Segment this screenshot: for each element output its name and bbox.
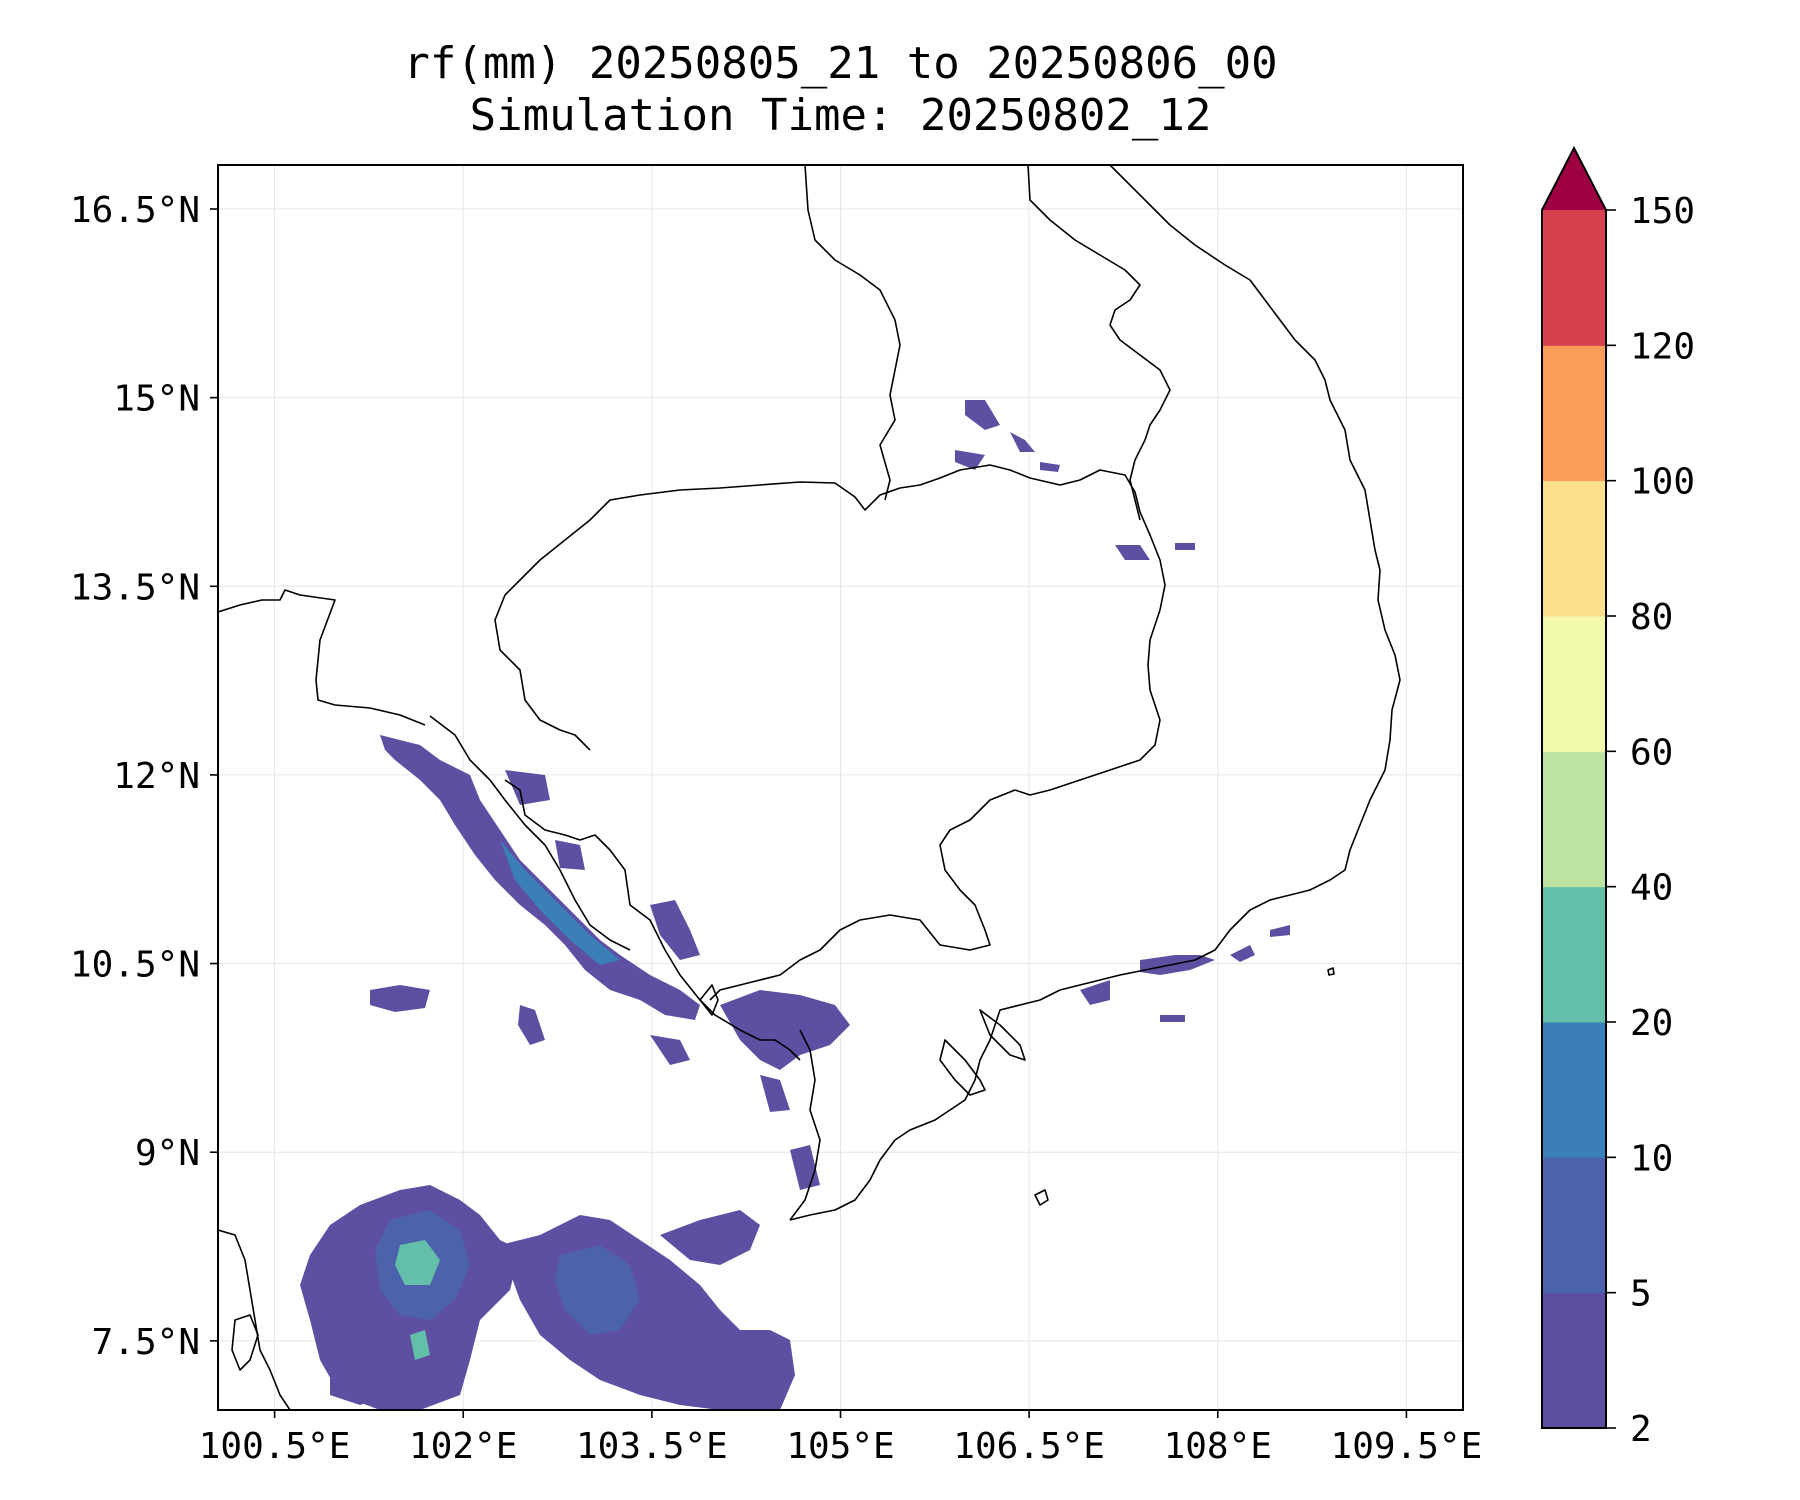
title-line-2: Simulation Time: 20250802_12 bbox=[469, 90, 1212, 141]
island-phu-quoc bbox=[699, 984, 719, 1016]
rain-area-mekong-coast-2 bbox=[650, 1035, 690, 1065]
tick-label-lat-3: 12°N bbox=[113, 756, 200, 797]
rain-area-southeast-coast-4 bbox=[1080, 980, 1110, 1005]
title-line-1: rf(mm) 20250805_21 to 20250806_00 bbox=[403, 38, 1278, 89]
rain-area-mekong-coast bbox=[720, 990, 850, 1070]
rain-area-southeast-coast bbox=[1140, 955, 1215, 975]
rain-area-central-highlands bbox=[1115, 545, 1150, 560]
rain-area-south-peak-2 bbox=[410, 1330, 430, 1360]
tick-label-lon-2: 103.5°E bbox=[576, 1426, 728, 1467]
rain-area-south-edge-1 bbox=[305, 1285, 345, 1320]
map-title: rf(mm) 20250805_21 to 20250806_00 Simula… bbox=[218, 38, 1463, 142]
coast-vietnam-east bbox=[1059, 165, 1401, 991]
island-small-east bbox=[1327, 967, 1335, 976]
colorbar-segment-2 bbox=[1542, 1022, 1606, 1158]
rain-area-coast-small-2 bbox=[555, 840, 585, 870]
colorbar-segment-4 bbox=[1542, 751, 1606, 888]
rain-area-north-3 bbox=[955, 450, 985, 470]
border-cambodia-north bbox=[504, 464, 1166, 796]
rain-area-southeast-coast-5 bbox=[1160, 1015, 1185, 1022]
coast-mekong-inner bbox=[939, 1039, 986, 1096]
latitude-ticks: 7.5°N 9°N 10.5°N 12°N 13.5°N 15°N 16.5°N bbox=[70, 190, 218, 1363]
colorbar-label-2: 10 bbox=[1630, 1138, 1673, 1179]
colorbar-outline bbox=[1541, 145, 1607, 1429]
coast-mekong-inner-2 bbox=[979, 1009, 1026, 1061]
colorbar-label-7: 100 bbox=[1630, 462, 1695, 503]
rainfall-areas bbox=[300, 400, 1290, 1410]
border-cambodia-vietnam-south bbox=[709, 789, 1016, 1001]
tick-label-lat-6: 16.5°N bbox=[70, 190, 200, 231]
border-cambodia-west bbox=[494, 594, 591, 751]
tick-label-lon-5: 108°E bbox=[1164, 1426, 1272, 1467]
border-laos-vietnam bbox=[804, 165, 901, 501]
rain-area-north-1 bbox=[965, 400, 1000, 430]
rain-area-central-highlands-2 bbox=[1175, 543, 1195, 550]
rain-area-south-core-2 bbox=[555, 1245, 640, 1335]
colorbar: 2 5 10 20 40 60 80 100 120 150 bbox=[1541, 145, 1695, 1450]
colorbar-label-3: 20 bbox=[1630, 1003, 1673, 1044]
rain-area-west-sea-1 bbox=[370, 985, 430, 1012]
rain-area-southeast-coast-3 bbox=[1270, 925, 1290, 937]
tick-label-lon-4: 106.5°E bbox=[953, 1426, 1105, 1467]
colorbar-segment-7 bbox=[1542, 345, 1606, 482]
colorbar-segment-6 bbox=[1542, 480, 1606, 617]
longitude-ticks: 100.5°E 102°E 103.5°E 105°E 106.5°E 108°E 109.… bbox=[199, 1410, 1483, 1467]
island-con-son bbox=[1034, 1189, 1049, 1206]
tick-label-lat-2: 10.5°N bbox=[70, 945, 200, 986]
border-thailand-west bbox=[218, 589, 426, 726]
rain-area-south-peak bbox=[395, 1240, 440, 1285]
coast-malay-peninsula-inner bbox=[231, 1314, 259, 1371]
rain-area-south-cluster-east bbox=[660, 1210, 760, 1265]
tick-label-lon-1: 102°E bbox=[409, 1426, 517, 1467]
colorbar-extend-arrow bbox=[1542, 148, 1606, 210]
rain-area-coast-small-1 bbox=[505, 770, 550, 805]
gridlines bbox=[218, 165, 1463, 1410]
colorbar-label-4: 40 bbox=[1630, 868, 1673, 909]
tick-label-lon-3: 105°E bbox=[786, 1426, 894, 1467]
colorbar-label-6: 80 bbox=[1630, 597, 1673, 638]
colorbar-segment-0 bbox=[1542, 1292, 1606, 1429]
rain-area-coast-small-3 bbox=[650, 900, 700, 960]
coast-cambodia-gulf bbox=[504, 779, 801, 1061]
coast-camau-west bbox=[789, 1029, 821, 1221]
colorbar-segment-3 bbox=[1542, 886, 1606, 1023]
colorbar-label-5: 60 bbox=[1630, 732, 1673, 773]
colorbar-segment-5 bbox=[1542, 616, 1606, 752]
rain-area-gulf-band bbox=[380, 735, 700, 1020]
rain-area-north-4 bbox=[1040, 462, 1060, 472]
rain-area-north-2 bbox=[1010, 432, 1035, 452]
border-laos-vietnam-east bbox=[1027, 165, 1171, 521]
tick-label-lon-0: 100.5°E bbox=[199, 1426, 351, 1467]
border-thailand-cambodia bbox=[429, 715, 631, 951]
tick-label-lat-0: 7.5°N bbox=[92, 1322, 200, 1363]
colorbar-label-8: 120 bbox=[1630, 326, 1695, 367]
rain-area-southeast-coast-2 bbox=[1230, 945, 1255, 962]
tick-label-lon-6: 109.5°E bbox=[1331, 1426, 1483, 1467]
tick-label-lat-1: 9°N bbox=[135, 1133, 200, 1174]
colorbar-label-0: 2 bbox=[1630, 1409, 1652, 1450]
tick-label-lat-5: 15°N bbox=[113, 379, 200, 420]
rain-area-mekong-coast-3 bbox=[760, 1075, 790, 1112]
colorbar-label-9: 150 bbox=[1630, 191, 1695, 232]
coast-malay-peninsula bbox=[218, 1229, 291, 1410]
coast-mekong-delta bbox=[789, 989, 1061, 1221]
colorbar-segment-8 bbox=[1542, 210, 1606, 346]
rain-area-west-sea-2 bbox=[518, 1005, 545, 1045]
rain-area-gulf-band-inner bbox=[500, 840, 620, 965]
coastlines-borders bbox=[218, 165, 1401, 1410]
rain-area-south-edge-2 bbox=[330, 1370, 390, 1405]
colorbar-label-1: 5 bbox=[1630, 1274, 1652, 1315]
colorbar-segment-1 bbox=[1542, 1157, 1606, 1294]
tick-label-lat-4: 13.5°N bbox=[70, 567, 200, 608]
